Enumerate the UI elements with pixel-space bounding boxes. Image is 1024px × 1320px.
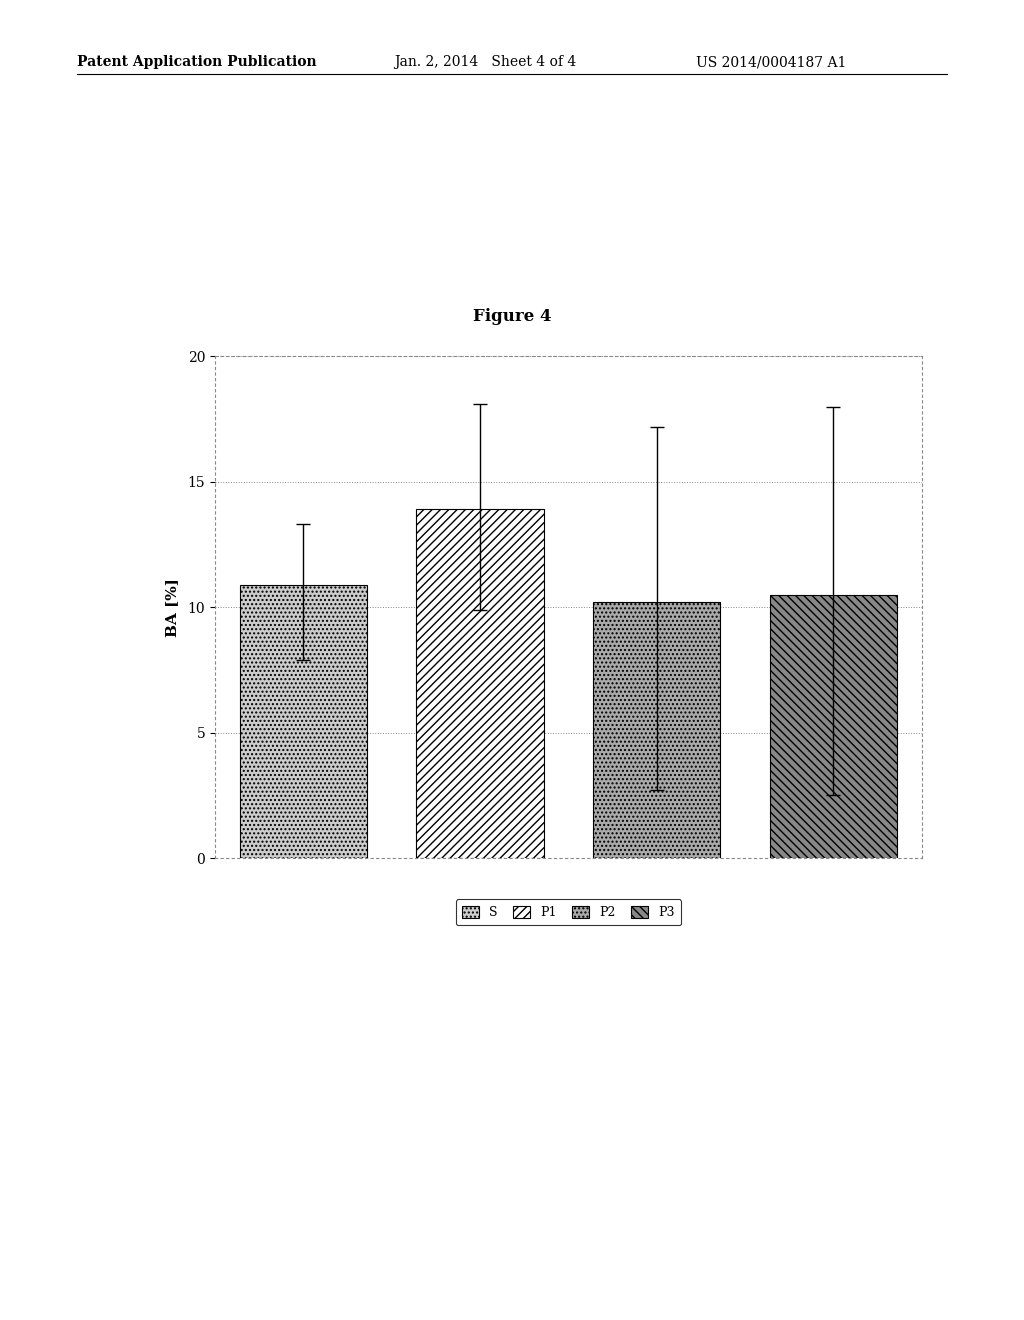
Text: US 2014/0004187 A1: US 2014/0004187 A1 <box>696 55 847 70</box>
Text: Patent Application Publication: Patent Application Publication <box>77 55 316 70</box>
Bar <box>417 510 544 858</box>
Bar <box>240 585 367 858</box>
Y-axis label: BA [%]: BA [%] <box>165 578 179 636</box>
Bar <box>593 602 720 858</box>
Text: Figure 4: Figure 4 <box>473 309 551 325</box>
Text: Jan. 2, 2014   Sheet 4 of 4: Jan. 2, 2014 Sheet 4 of 4 <box>394 55 577 70</box>
Bar <box>770 594 897 858</box>
Legend: S, P1, P2, P3: S, P1, P2, P3 <box>456 899 681 925</box>
